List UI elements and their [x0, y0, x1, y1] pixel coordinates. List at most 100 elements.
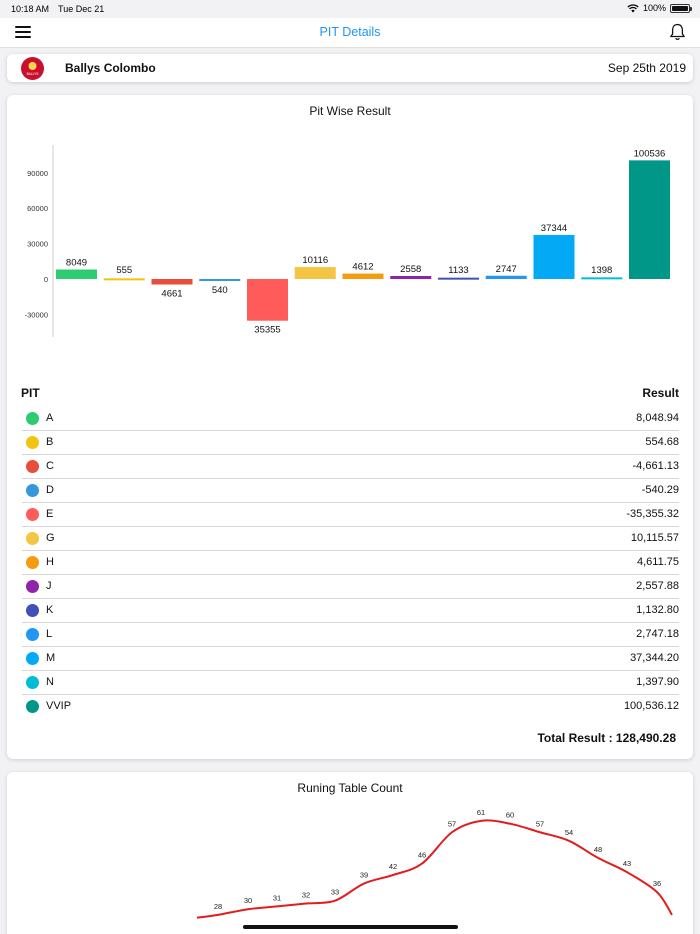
bar-data-label: 2747: [496, 264, 517, 275]
pit-name: K: [46, 604, 54, 616]
line-data-label: 46: [418, 851, 426, 860]
pit-result-value: 100,536.12: [623, 700, 679, 712]
pit-result-value: 2,557.88: [636, 580, 679, 592]
line-data-label: 30: [244, 896, 252, 905]
battery-icon: [670, 3, 692, 13]
pit-row-l: L 2,747.18: [22, 623, 679, 647]
line-data-label: 42: [389, 862, 397, 871]
pit-color-dot: [26, 532, 39, 545]
home-indicator: [243, 925, 458, 929]
pit-result-value: 4,611.75: [636, 556, 679, 568]
pit-result-value: 8,048.94: [636, 412, 679, 424]
pit-row-d: D -540.29: [22, 479, 679, 503]
casino-name: Ballys Colombo: [65, 61, 156, 75]
pit-name: E: [46, 508, 54, 520]
line-data-label: 60: [506, 811, 514, 820]
pit-color-dot: [26, 652, 39, 665]
bar-data-label: 37344: [541, 223, 567, 234]
pit-row-k: K 1,132.80: [22, 599, 679, 623]
bar-e: [247, 279, 288, 321]
battery-percent: 100%: [642, 3, 666, 13]
pit-name: VVIP: [46, 700, 72, 712]
y-tick-label: 90000: [27, 169, 48, 178]
bar-b: [103, 278, 145, 281]
bar-data-label: 540: [212, 285, 228, 296]
line-data-label: 54: [565, 828, 573, 837]
bar-chart-title: Pit Wise Result: [309, 104, 391, 118]
y-tick-label: 0: [44, 275, 48, 284]
line-data-label: 61: [477, 808, 485, 817]
pit-result-value: 1,132.80: [636, 604, 679, 616]
bar-n: [581, 277, 623, 280]
bar-data-label: 1133: [448, 265, 468, 276]
bar-c: [151, 279, 193, 285]
line-data-label: 36: [653, 879, 661, 888]
bar-g: [294, 267, 336, 279]
page-title: PIT Details: [319, 25, 381, 39]
svg-text:BALLYS: BALLYS: [27, 72, 39, 76]
total-result: Total Result : 128,490.28: [537, 731, 676, 745]
bar-l: [485, 275, 527, 279]
bar-data-label: 2558: [400, 264, 421, 275]
pit-bar-chart: 90000 60000 30000 0 -30000 8049 555 4661 540 3535…: [25, 145, 670, 337]
pit-name: M: [46, 652, 56, 664]
bar-data-label: 555: [116, 265, 132, 276]
status-bar: 10:18 AM Tue Dec 21 100%: [0, 0, 700, 18]
pit-color-dot: [26, 436, 39, 449]
wifi-icon: [627, 3, 639, 12]
pit-result-value: 37,344.20: [630, 652, 679, 664]
pit-row-a: A 8,048.94: [22, 407, 679, 431]
pit-color-dot: [26, 412, 39, 425]
casino-logo: BALLYS: [21, 57, 44, 80]
pit-row-c: C -4,661.13: [22, 455, 679, 479]
bar-data-label: 100536: [634, 148, 666, 159]
pit-row-h: H 4,611.75: [22, 551, 679, 575]
pit-color-dot: [26, 628, 39, 641]
running-table-count-card: Runing Table Count 28 30 31 32 33 39 42 46 57 61 6…: [7, 772, 693, 934]
bar-data-label: 1398: [591, 265, 612, 276]
pit-name: H: [46, 556, 54, 568]
pit-name: D: [46, 484, 54, 496]
y-tick-label: 60000: [27, 204, 48, 213]
pit-name: C: [46, 460, 54, 472]
pit-result-value: 1,397.90: [636, 676, 679, 688]
line-chart-title: Runing Table Count: [297, 781, 403, 795]
line-data-label: 31: [273, 893, 281, 902]
line-data-label: 32: [302, 891, 310, 900]
status-date: Tue Dec 21: [58, 4, 105, 14]
bar-data-label: 4661: [161, 289, 182, 300]
y-tick-label: 30000: [27, 240, 48, 249]
pit-color-dot: [26, 460, 39, 473]
pit-color-dot: [26, 700, 39, 713]
nav-bar: PIT Details: [0, 18, 700, 48]
line-data-label: 57: [536, 819, 544, 828]
pit-result-value: -540.29: [641, 484, 679, 496]
column-header-pit: PIT: [21, 386, 40, 400]
bar-vvip: [629, 160, 670, 279]
pit-name: J: [46, 580, 52, 592]
line-data-label: 33: [331, 888, 339, 897]
table-count-line-chart: 28 30 31 32 33 39 42 46 57 61 60 57 54 48 43 36: [196, 808, 673, 919]
bell-icon[interactable]: [669, 23, 686, 41]
pit-row-e: E -35,355.32: [22, 503, 679, 527]
pit-result-value: -35,355.32: [626, 508, 679, 520]
bar-m: [533, 234, 575, 279]
bar-d: [199, 279, 241, 281]
menu-icon[interactable]: [15, 26, 31, 38]
pit-color-dot: [26, 604, 39, 617]
pit-color-dot: [26, 508, 39, 521]
pit-result-card: Pit Wise Result 90000 60000 30000 0 -30000 80…: [7, 95, 693, 759]
bar-k: [438, 277, 479, 280]
pit-result-value: 2,747.18: [636, 628, 679, 640]
line-data-label: 43: [623, 859, 631, 868]
pit-result-value: -4,661.13: [632, 460, 679, 472]
bar-data-label: 4612: [352, 262, 373, 273]
line-data-label: 57: [448, 819, 456, 828]
pit-row-g: G 10,115.57: [22, 527, 679, 551]
pit-color-dot: [26, 484, 39, 497]
y-tick-label: -30000: [25, 310, 48, 319]
pit-row-n: N 1,397.90: [22, 671, 679, 695]
bar-data-label: 10116: [302, 255, 328, 266]
bar-data-label: 8049: [66, 258, 87, 269]
bar-h: [342, 273, 384, 279]
